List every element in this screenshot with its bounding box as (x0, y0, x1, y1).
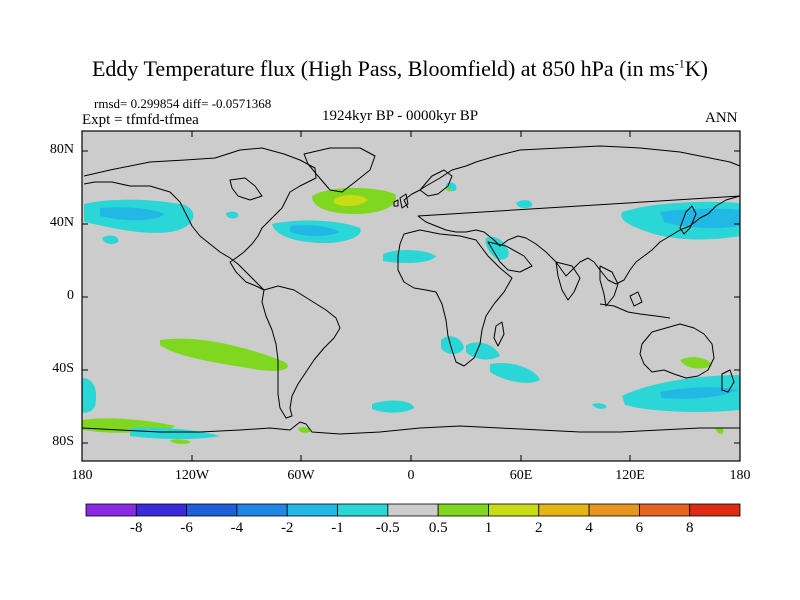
lat-ticks (82, 150, 740, 444)
anomaly-cyan-spot-sindian (592, 403, 607, 409)
colorbar-swatch-4 (286, 503, 338, 517)
anomaly-green-scand (445, 187, 451, 192)
coast-indochina (599, 265, 619, 307)
coast-eurasia (403, 145, 741, 285)
anomaly-cyan-blacksea (516, 200, 533, 209)
coast-north-america (83, 147, 317, 291)
anomaly-patches (82, 182, 740, 444)
colorbar-label: 0.5 (428, 520, 448, 536)
colorbar-label: -1 (331, 520, 344, 536)
colorbar-label: 1 (484, 520, 493, 536)
coast-antarctica (81, 421, 740, 435)
lon-label-60w: 60W (287, 468, 315, 483)
anomaly-cyan-safr-east (466, 342, 500, 360)
coast-british-isles (393, 193, 409, 209)
coast-south-america (261, 285, 341, 419)
lon-label-60e: 60E (509, 468, 533, 483)
colorbar-swatch-9 (538, 503, 590, 517)
anomaly-green-spot-ant (715, 427, 724, 434)
colorbar-swatch-2 (186, 503, 238, 517)
colorbar-swatch-6 (387, 503, 439, 517)
lat-label-40s: 40S (52, 361, 74, 376)
coast-arabia (487, 241, 533, 273)
anomaly-cyan-sindian (372, 400, 414, 413)
anomaly-cyan-spac-east-core (660, 387, 738, 399)
coastlines (81, 145, 741, 435)
lon-label-120e: 120E (615, 468, 645, 483)
colorbar-label: -6 (180, 520, 193, 536)
anomaly-cyan-spot-pac2 (226, 211, 239, 219)
lon-label-180w: 180 (71, 468, 93, 483)
anomaly-cyan-far-south (130, 427, 220, 439)
coast-hudson-bay (229, 177, 263, 201)
coast-africa (397, 229, 513, 367)
anomaly-green-spot-south (170, 439, 191, 444)
colorbar-swatch-12 (689, 503, 741, 517)
stats-text: rmsd= 0.299854 diff= -0.0571368 (94, 96, 272, 111)
lon-label-120w: 120W (174, 468, 210, 483)
coast-japan (679, 205, 697, 235)
colorbar-swatch-8 (488, 503, 540, 517)
colorbar-label: -4 (230, 520, 244, 536)
lon-label-0: 0 (407, 468, 415, 483)
lat-label-80n: 80N (49, 142, 74, 157)
lon-ticks (191, 131, 631, 461)
colorbar-label: -2 (280, 520, 294, 536)
coast-indonesia (599, 291, 671, 319)
anomaly-green-aus (680, 357, 712, 369)
colorbar-swatch-3 (236, 503, 288, 517)
anomaly-cyan-indian (490, 362, 540, 383)
anomaly-green-spot-sam (298, 427, 311, 433)
colorbar-swatch-11 (638, 503, 691, 517)
anomaly-cyan-spot-pac (102, 235, 119, 245)
anomaly-cyan-pac-west-south (82, 378, 97, 413)
coast-australia (639, 323, 715, 379)
chart-title: Eddy Temperature flux (High Pass, Bloomf… (91, 56, 708, 81)
anomaly-cyan-npac-west-core (100, 207, 165, 221)
coast-scandinavia (419, 169, 453, 197)
anomaly-cyan-safr-west (441, 336, 464, 354)
coast-india (555, 261, 581, 301)
lon-label-180e: 180 (729, 468, 751, 483)
colorbar-swatch-7 (437, 503, 489, 517)
colorbar (85, 503, 741, 517)
colorbar-label: 4 (585, 520, 593, 536)
coast-new-zealand (721, 369, 735, 393)
anomaly-cyan-natl-core (290, 225, 340, 237)
coast-madagascar (493, 321, 505, 347)
colorbar-label: 6 (635, 520, 644, 536)
colorbar-label: 8 (685, 520, 694, 536)
experiment-label: Expt = tfmfd-tfmea (82, 112, 199, 128)
period-label: 1924kyr BP - 0000kyr BP (322, 108, 479, 124)
lat-label-80s: 80S (52, 434, 74, 449)
anomaly-cyan-med (383, 250, 436, 264)
colorbar-swatch-10 (588, 503, 640, 517)
colorbar-label: -8 (130, 520, 143, 536)
anomaly-green-spac (160, 338, 288, 371)
season-label: ANN (705, 110, 738, 126)
lat-label-0: 0 (67, 288, 74, 303)
colorbar-swatch-5 (337, 503, 389, 517)
lat-label-40n: 40N (49, 215, 74, 230)
coast-greenland (303, 147, 376, 193)
colorbar-swatch-1 (135, 503, 188, 517)
anomaly-yellow-natl (334, 194, 368, 207)
colorbar-label: -0.5 (375, 520, 400, 536)
colorbar-label: 2 (535, 520, 543, 536)
map-background (82, 131, 740, 461)
colorbar-swatch-0 (85, 503, 137, 517)
